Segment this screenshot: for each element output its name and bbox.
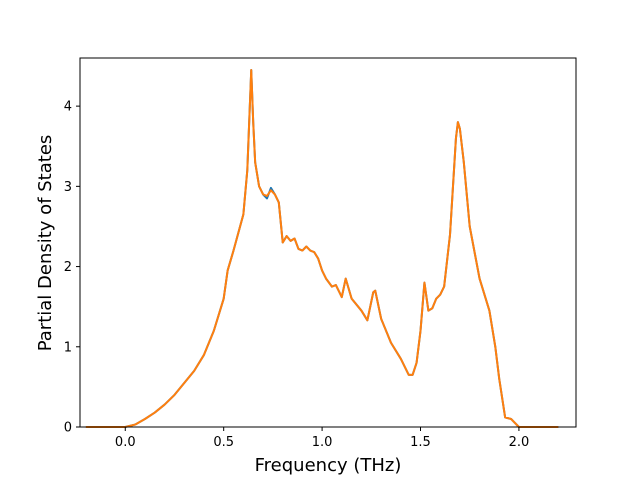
- y-tick-label: 0: [64, 421, 72, 436]
- series-layer: [85, 69, 559, 428]
- y-axis-ticks: 0 1 2 3 4: [64, 100, 80, 436]
- y-tick-label: 3: [64, 180, 72, 195]
- plot-area-frame: [79, 57, 577, 428]
- series-line-2: [85, 69, 559, 428]
- y-tick-label: 2: [64, 260, 72, 275]
- y-axis-label: Partial Density of States: [35, 135, 56, 352]
- x-tick-label: 0.0: [115, 435, 136, 450]
- x-tick-label: 1.5: [410, 435, 431, 450]
- x-tick-label: 2.0: [509, 435, 530, 450]
- x-axis-label: Frequency (THz): [255, 455, 402, 476]
- y-tick-label: 1: [64, 340, 72, 355]
- x-tick-label: 0.5: [213, 435, 234, 450]
- x-axis-ticks: 0.0 0.5 1.0 1.5 2.0: [115, 427, 529, 450]
- y-tick-label: 4: [64, 100, 72, 115]
- x-tick-label: 1.0: [312, 435, 333, 450]
